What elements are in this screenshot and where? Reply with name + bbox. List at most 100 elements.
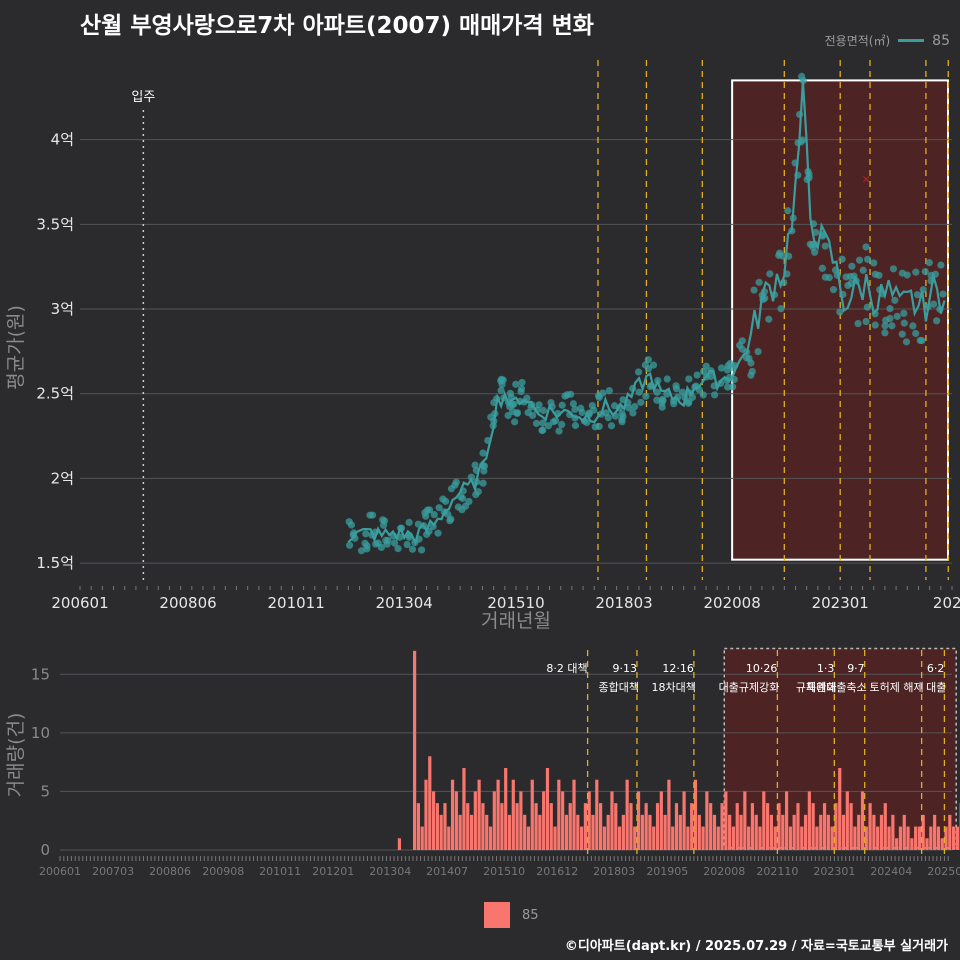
x2-tick-label: 202404	[870, 865, 912, 878]
price-point	[479, 449, 487, 457]
price-point	[875, 271, 883, 279]
volume-bar	[879, 814, 884, 850]
volume-bar	[511, 779, 515, 850]
volume-bar	[614, 803, 618, 850]
volume-bar	[769, 814, 773, 850]
price-point	[717, 364, 726, 372]
price-point	[777, 305, 785, 313]
volume-bar	[857, 814, 861, 850]
price-point	[864, 255, 872, 263]
price-point	[886, 304, 894, 313]
volume-bar	[781, 814, 785, 850]
policy-name-label: 대출규제강화	[719, 681, 780, 694]
price-point	[498, 380, 506, 389]
price-point	[517, 384, 526, 393]
price-point	[423, 530, 431, 538]
chart-title: 산월 부영사랑으로7차 아파트(2007) 매매가격 변화	[80, 13, 594, 39]
y-tick-label: 3억	[51, 300, 74, 318]
price-point	[685, 375, 693, 383]
price-point	[699, 391, 707, 399]
price-point	[434, 529, 442, 537]
price-point	[435, 504, 443, 512]
volume-bar	[815, 826, 819, 850]
legend: 전용면적(㎡) 85	[825, 32, 950, 49]
price-point	[903, 271, 911, 279]
volume-bar	[644, 803, 648, 850]
y2-tick-label: 10	[31, 724, 50, 742]
x-tick-label: 201510	[487, 594, 544, 612]
x2-tick-label: 201201	[312, 865, 354, 878]
volume-bar	[633, 826, 637, 850]
price-point	[422, 512, 430, 520]
x2-tick-label: 200908	[202, 865, 244, 878]
policy-name-label: 규제완화	[796, 681, 836, 694]
volume-bar	[868, 803, 872, 850]
price-point	[821, 242, 829, 250]
volume-bar	[420, 826, 424, 850]
volume-bar	[515, 803, 519, 850]
y2-tick-label: 0	[40, 841, 50, 859]
volume-bar	[674, 803, 679, 850]
volume-bar	[561, 791, 565, 850]
volume-bar	[469, 814, 474, 850]
x2-tick-label: 200806	[149, 865, 191, 878]
volume-bar	[876, 826, 880, 850]
volume-bar	[747, 826, 751, 850]
price-point	[465, 497, 473, 506]
x2-tick-label: 201011	[259, 865, 301, 878]
price-point	[472, 490, 480, 499]
price-point	[902, 338, 911, 346]
volume-bar	[838, 768, 842, 850]
price-point	[921, 267, 929, 276]
price-point	[747, 359, 755, 367]
x2-tick-label: 201407	[426, 865, 468, 878]
volume-bar	[523, 814, 527, 850]
volume-bar	[682, 791, 686, 850]
price-point	[912, 329, 920, 338]
x-tick-label: 200806	[159, 594, 216, 612]
policy-date-label: 12·16	[662, 662, 694, 675]
price-point	[900, 319, 908, 327]
price-point	[602, 409, 610, 417]
x2-tick-label: 201612	[536, 865, 578, 878]
price-point	[571, 405, 579, 413]
volume-bar	[591, 814, 595, 850]
volume-bar	[845, 791, 849, 850]
policy-date-label: 10·26	[746, 662, 778, 675]
volume-bar	[728, 814, 732, 850]
volume-bar	[587, 791, 591, 850]
volume-bar	[709, 803, 713, 850]
price-point	[423, 506, 432, 514]
volume-panel: 0 5 10 15 200601 200703 200806 200908 201011 2012…	[5, 647, 960, 878]
policy-date-label: 1·3	[817, 662, 835, 675]
x2-tick-label: 202008	[703, 865, 745, 878]
price-point	[755, 278, 763, 286]
price-point	[738, 337, 746, 345]
price-point	[539, 419, 547, 427]
price-line	[347, 80, 946, 547]
volume-bar	[750, 803, 755, 850]
volume-bar	[872, 814, 876, 850]
volume-bar	[504, 768, 508, 850]
price-point	[693, 371, 701, 379]
volume-bar	[648, 814, 652, 850]
volume-bar	[477, 779, 481, 850]
volume-bar	[481, 803, 485, 850]
volume-bar	[705, 791, 709, 850]
volume-bar	[864, 826, 868, 850]
y-axis-title: 평균가(원)	[5, 305, 27, 390]
price-point	[750, 286, 758, 294]
price-point	[588, 401, 596, 410]
price-point	[808, 241, 816, 249]
price-point	[871, 321, 879, 329]
volume-bar	[625, 779, 629, 850]
price-point	[939, 290, 947, 298]
volume-bar	[545, 768, 550, 850]
volume-legend-swatch	[484, 902, 510, 928]
y-tick-label: 2.5억	[36, 385, 74, 403]
volume-bar	[519, 791, 523, 850]
volume-bar	[891, 814, 895, 850]
price-point	[480, 467, 488, 475]
x-tick-label: 201304	[376, 594, 433, 612]
volume-bar	[917, 826, 922, 850]
